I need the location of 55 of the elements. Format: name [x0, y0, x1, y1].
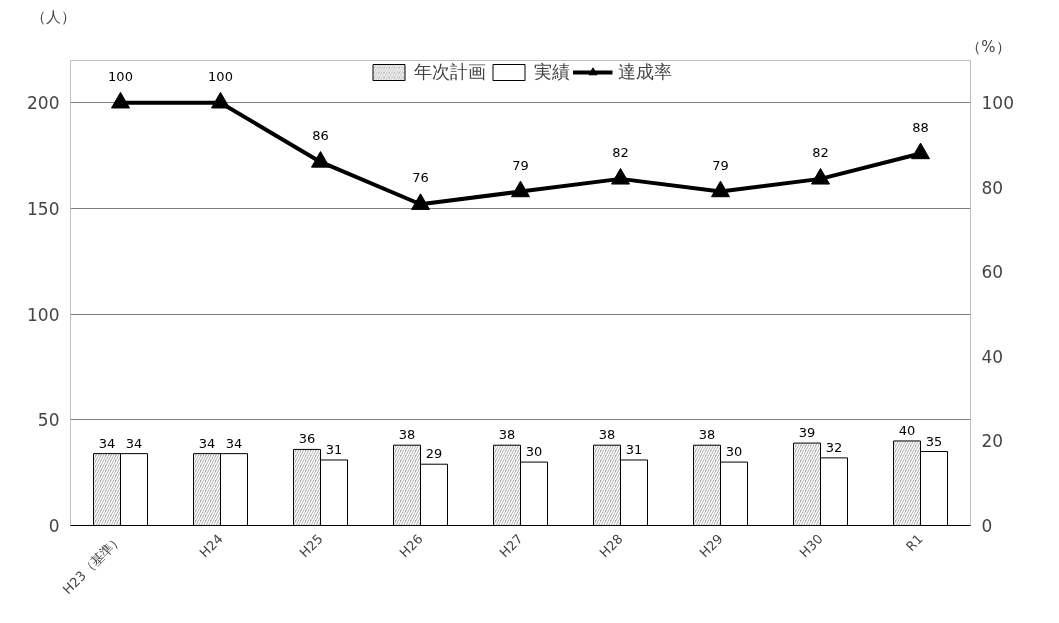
point [911, 142, 930, 160]
y2-tick-label: 60 [981, 262, 1004, 283]
point [711, 180, 730, 198]
data-label: 86 [312, 127, 329, 143]
legend-label: 達成率 [617, 60, 672, 84]
data-label: 76 [412, 170, 429, 186]
data-label: 32 [825, 439, 843, 455]
data-label: 30 [525, 444, 543, 460]
data-label: 82 [612, 144, 629, 160]
data-label: 34 [225, 435, 243, 451]
data-label: 31 [625, 441, 643, 457]
y-tick-label: 0 [48, 516, 60, 536]
data-label: 34 [198, 435, 216, 451]
data-label: 36 [298, 431, 316, 447]
point [211, 91, 230, 109]
y2-tick-label: 100 [981, 93, 1014, 114]
x-tick-label: R1 [902, 531, 926, 555]
data-label: 39 [798, 425, 816, 441]
y-tick-label: 150 [27, 198, 60, 219]
data-label: 100 [108, 68, 133, 84]
point [311, 151, 330, 168]
data-label: 34 [125, 435, 143, 451]
y2-axis-title: （%） [966, 37, 1011, 56]
point [411, 193, 430, 210]
x-tick-label: H29 [696, 531, 726, 561]
data-label: 40 [898, 422, 916, 438]
data-label: 100 [208, 68, 233, 84]
y-tick-label: 50 [37, 410, 60, 431]
data-label: 29 [425, 446, 443, 462]
y2-tick-label: 0 [981, 516, 993, 536]
point [611, 167, 630, 185]
y-tick-label: 200 [27, 93, 60, 114]
y2-tick-label: 20 [981, 431, 1004, 452]
point [511, 180, 530, 198]
x-tick-label: H30 [796, 531, 826, 561]
data-label: 34 [98, 435, 116, 451]
data-label: 30 [725, 444, 743, 460]
data-label: 38 [598, 427, 616, 443]
y2-tick-label: 80 [981, 177, 1004, 198]
y2-tick-label: 40 [981, 346, 1004, 367]
data-label: 79 [712, 157, 729, 173]
data-label: 79 [512, 157, 529, 173]
data-label: 35 [925, 433, 943, 449]
y-axis-title: （人） [30, 7, 76, 26]
data-label: 31 [325, 441, 343, 457]
data-label: 38 [498, 427, 516, 443]
legend-label: 実績 [533, 60, 570, 84]
y-tick-label: 100 [27, 304, 60, 325]
data-label: 88 [912, 119, 929, 135]
point [811, 167, 830, 185]
data-label: 38 [398, 427, 416, 443]
data-label: 82 [812, 144, 829, 160]
data-label: 38 [698, 427, 716, 443]
point [111, 91, 130, 109]
legend-label: 年次計画 [413, 60, 486, 84]
